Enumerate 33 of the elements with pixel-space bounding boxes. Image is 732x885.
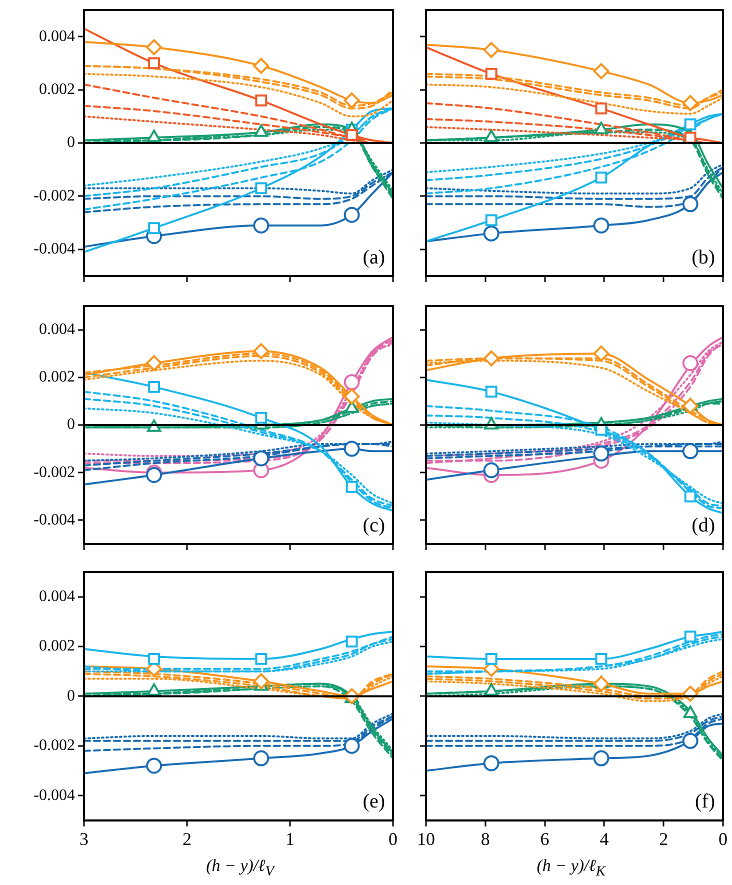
y-tick-label: -0.004 xyxy=(34,786,75,804)
x-tick-label: 1 xyxy=(286,828,294,849)
x-tick-label: 2 xyxy=(659,828,668,849)
y-tick-label: -0.004 xyxy=(34,240,75,258)
annotation: (b) xyxy=(692,246,715,268)
annotation: (d) xyxy=(692,514,715,536)
x-tick-label: 2 xyxy=(182,828,192,849)
x-tick-label: 3 xyxy=(80,828,88,849)
y-tick-label: 0 xyxy=(67,416,75,434)
y-tick-label: 0 xyxy=(67,687,75,704)
y-tick-label: 0.004 xyxy=(39,28,75,45)
x-tick-label: 6 xyxy=(540,828,550,849)
y-tick-label: 0.004 xyxy=(39,321,75,338)
y-tick-label: 0 xyxy=(67,134,75,152)
x-tick-label: 0 xyxy=(388,828,398,849)
annotation: (e) xyxy=(362,790,385,813)
y-tick-label: -0.002 xyxy=(34,737,75,754)
x-tick-label: 10 xyxy=(417,828,435,849)
x-tick-label: 4 xyxy=(600,828,609,849)
y-tick-label: 0.004 xyxy=(39,588,75,606)
x-axis-title: (h − y)/ℓ$_{K}$ xyxy=(536,856,607,880)
x-tick-label: 8 xyxy=(480,828,490,849)
x-axis-title: (h − y)/ℓ$_{V}$ xyxy=(205,856,276,880)
y-tick-label: -0.002 xyxy=(34,187,75,204)
y-tick-label: -0.004 xyxy=(34,511,75,528)
y-tick-label: 0.002 xyxy=(39,638,75,655)
x-tick-label: 0 xyxy=(718,828,728,849)
annotation: (a) xyxy=(362,246,385,268)
y-tick-label: 0.002 xyxy=(39,368,75,386)
y-tick-label: -0.002 xyxy=(34,464,75,481)
y-tick-label: 0.002 xyxy=(39,81,75,98)
annotation: (c) xyxy=(362,514,385,536)
annotation: (f) xyxy=(695,790,715,813)
